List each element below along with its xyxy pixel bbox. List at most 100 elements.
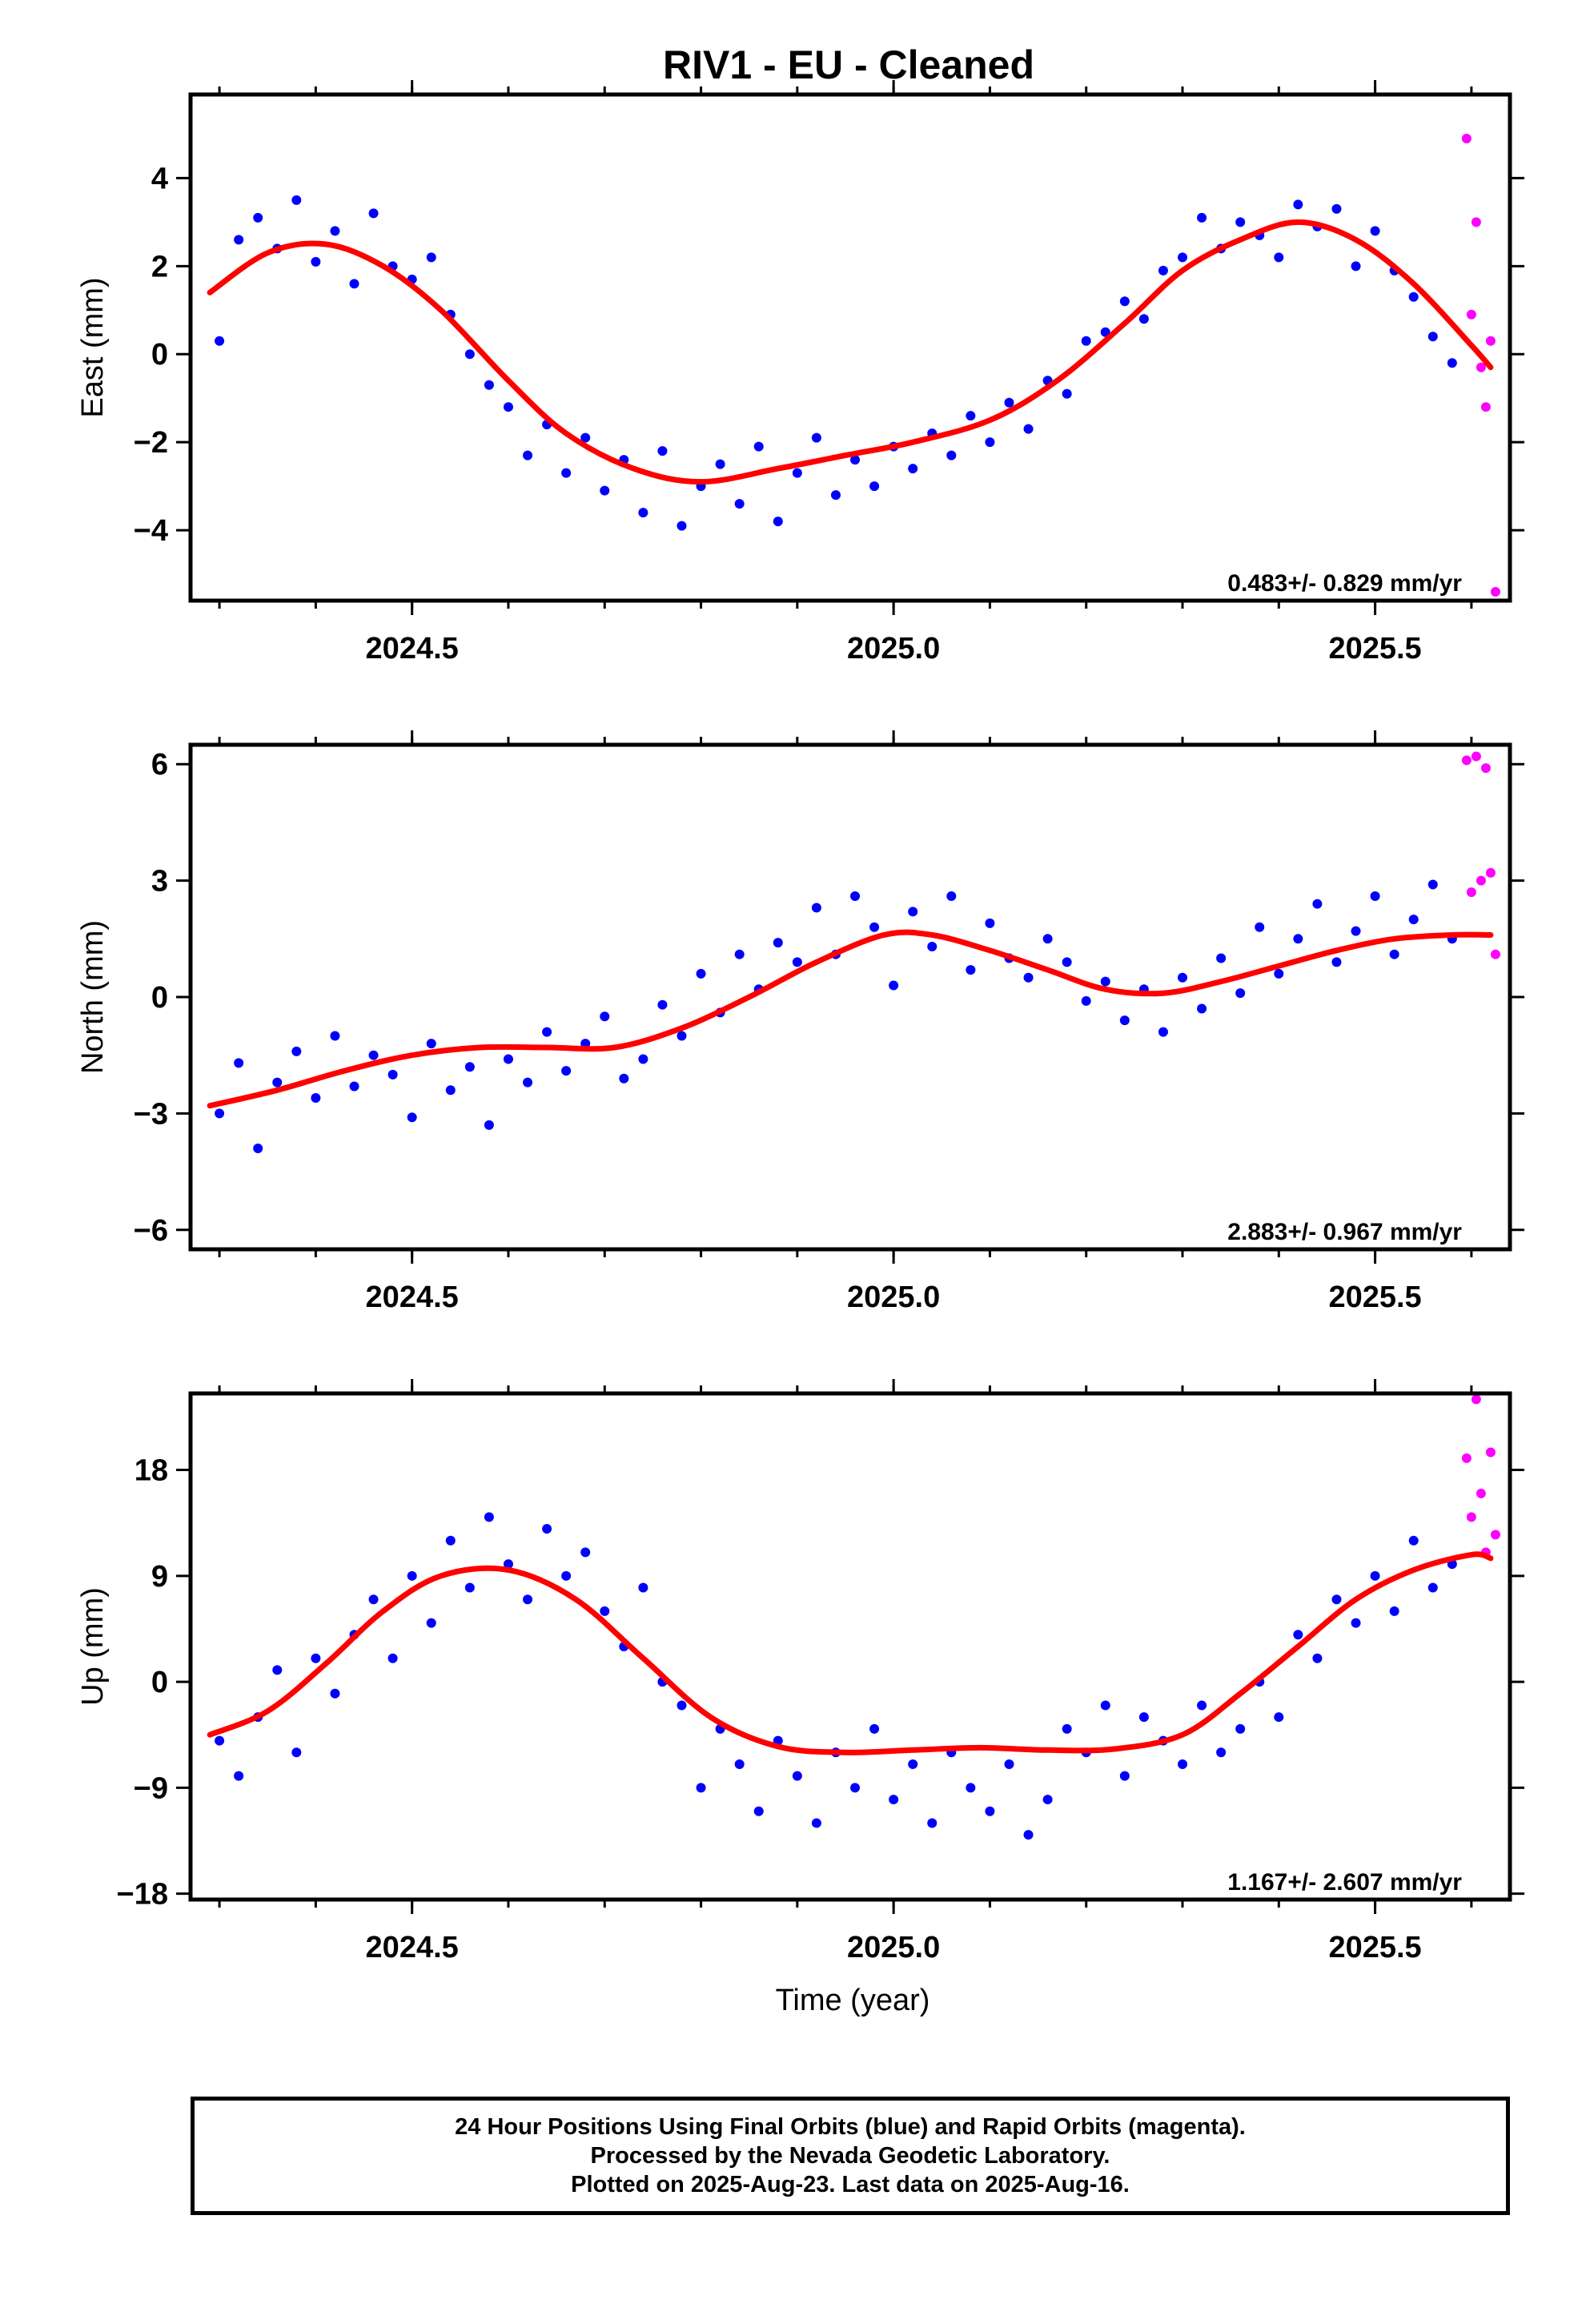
final-orbit-point [311,1093,321,1103]
final-orbit-point [484,380,494,390]
footer-note-box: 24 Hour Positions Using Final Orbits (bl… [191,2097,1510,2215]
final-orbit-point [1119,1771,1130,1781]
final-orbit-point [966,965,976,975]
rapid-orbit-point [1485,867,1496,878]
final-orbit-point [1293,1630,1303,1640]
final-orbit-point [330,1688,340,1699]
final-orbit-point [1370,226,1380,236]
final-orbit-point [1274,1712,1284,1723]
x-tick-label: 2024.5 [366,1931,459,1964]
final-orbit-point [542,1524,552,1534]
final-orbit-point [272,1077,283,1088]
final-orbit-point [792,957,802,967]
final-orbit-point [985,437,995,448]
final-orbit-point [1351,1618,1361,1628]
final-orbit-point [561,1066,572,1076]
final-orbit-point [1100,1700,1110,1711]
plot-area [207,1394,1500,1840]
final-orbit-point [1004,397,1014,408]
final-orbit-point [850,455,861,465]
final-orbit-point [445,1085,456,1096]
footer-line-3: Plotted on 2025-Aug-23. Last data on 202… [571,2172,1130,2197]
final-orbit-point [753,1806,764,1816]
rapid-orbit-point [1466,887,1476,898]
final-orbit-point [638,1582,648,1593]
final-orbit-point [1004,1759,1014,1769]
final-orbit-point [387,1653,398,1663]
final-orbit-point [503,1054,513,1064]
final-orbit-point [253,1144,263,1153]
rapid-orbit-point [1476,875,1486,886]
final-orbit-point [426,1039,436,1049]
final-orbit-point [696,968,706,979]
final-orbit-point [407,1112,417,1123]
final-orbit-point [1042,1795,1053,1805]
final-orbit-point [1274,252,1284,263]
final-orbit-point [215,336,225,346]
final-orbit-point [715,459,725,469]
final-orbit-point [1119,296,1130,307]
final-orbit-point [484,1512,494,1522]
final-orbit-point [291,1747,302,1758]
final-orbit-point [1235,988,1246,999]
x-tick-label: 2024.5 [366,632,459,665]
final-orbit-point [850,1783,861,1793]
final-orbit-point [311,256,321,267]
x-tick-label: 2025.0 [847,1281,940,1314]
final-orbit-point [523,1594,533,1605]
final-orbit-point [1408,1535,1419,1546]
final-orbit-point [927,1818,938,1828]
final-orbit-point [291,1046,302,1056]
final-orbit-point [1023,1830,1034,1840]
plot-frame [188,742,1512,1252]
final-orbit-point [291,195,302,205]
y-tick-label: 0 [151,338,168,372]
plot-area [207,751,1500,1153]
final-orbit-point [677,1700,687,1711]
final-orbit-point [1235,217,1246,227]
rapid-orbit-point [1466,309,1476,320]
final-orbit-point [1427,332,1438,342]
panel-2: 2024.5 2025.0 2025.5 −6 −3 0 3 6 North (mm) 2.883… [76,730,1524,1314]
final-orbit-point [734,949,745,959]
final-orbit-point [234,1771,244,1781]
final-orbit-point [946,891,957,901]
rapid-orbit-point [1485,1447,1496,1458]
final-orbit-point [869,1723,880,1734]
final-orbit-point [1331,1594,1342,1605]
y-tick-label: 0 [151,981,168,1015]
final-orbit-point [869,922,880,932]
final-orbit-point [464,1062,475,1072]
rapid-orbit-point [1476,362,1486,372]
final-orbit-point [368,208,379,219]
y-tick-label: −4 [134,514,168,548]
final-orbit-point [330,226,340,236]
plot-area [207,133,1500,597]
final-orbit-point [503,1559,513,1570]
y-tick-label: −9 [134,1771,168,1805]
final-orbit-point [368,1050,379,1060]
final-orbit-point [696,1783,706,1793]
rapid-orbit-point [1461,755,1472,766]
final-orbit-point [792,468,802,478]
velocity-rate-label: 0.483+/- 0.829 mm/yr [1227,570,1462,597]
final-orbit-point [1447,358,1457,368]
x-tick-label: 2025.0 [847,1931,940,1964]
y-tick-label: −6 [134,1214,168,1248]
final-orbit-point [561,468,572,478]
final-orbit-point [1178,1759,1188,1769]
final-orbit-point [1216,1747,1227,1758]
final-orbit-point [464,349,475,360]
final-orbit-point [542,1027,552,1037]
figure-title: RIV1 - EU - Cleaned [663,42,1034,87]
y-axis-label: Up (mm) [76,1587,110,1706]
final-orbit-point [600,1011,610,1022]
final-orbit-point [966,1783,976,1793]
final-orbit-point [1331,957,1342,967]
y-tick-label: 6 [151,748,168,782]
model-fit-curve [207,929,1494,1109]
panels-group: 2024.5 2025.0 2025.5 −4 −2 0 2 4 East (mm) 0.483+… [76,80,1524,1964]
final-orbit-point [600,485,610,496]
y-tick-label: 4 [151,162,168,195]
y-tick-label: 0 [151,1666,168,1699]
